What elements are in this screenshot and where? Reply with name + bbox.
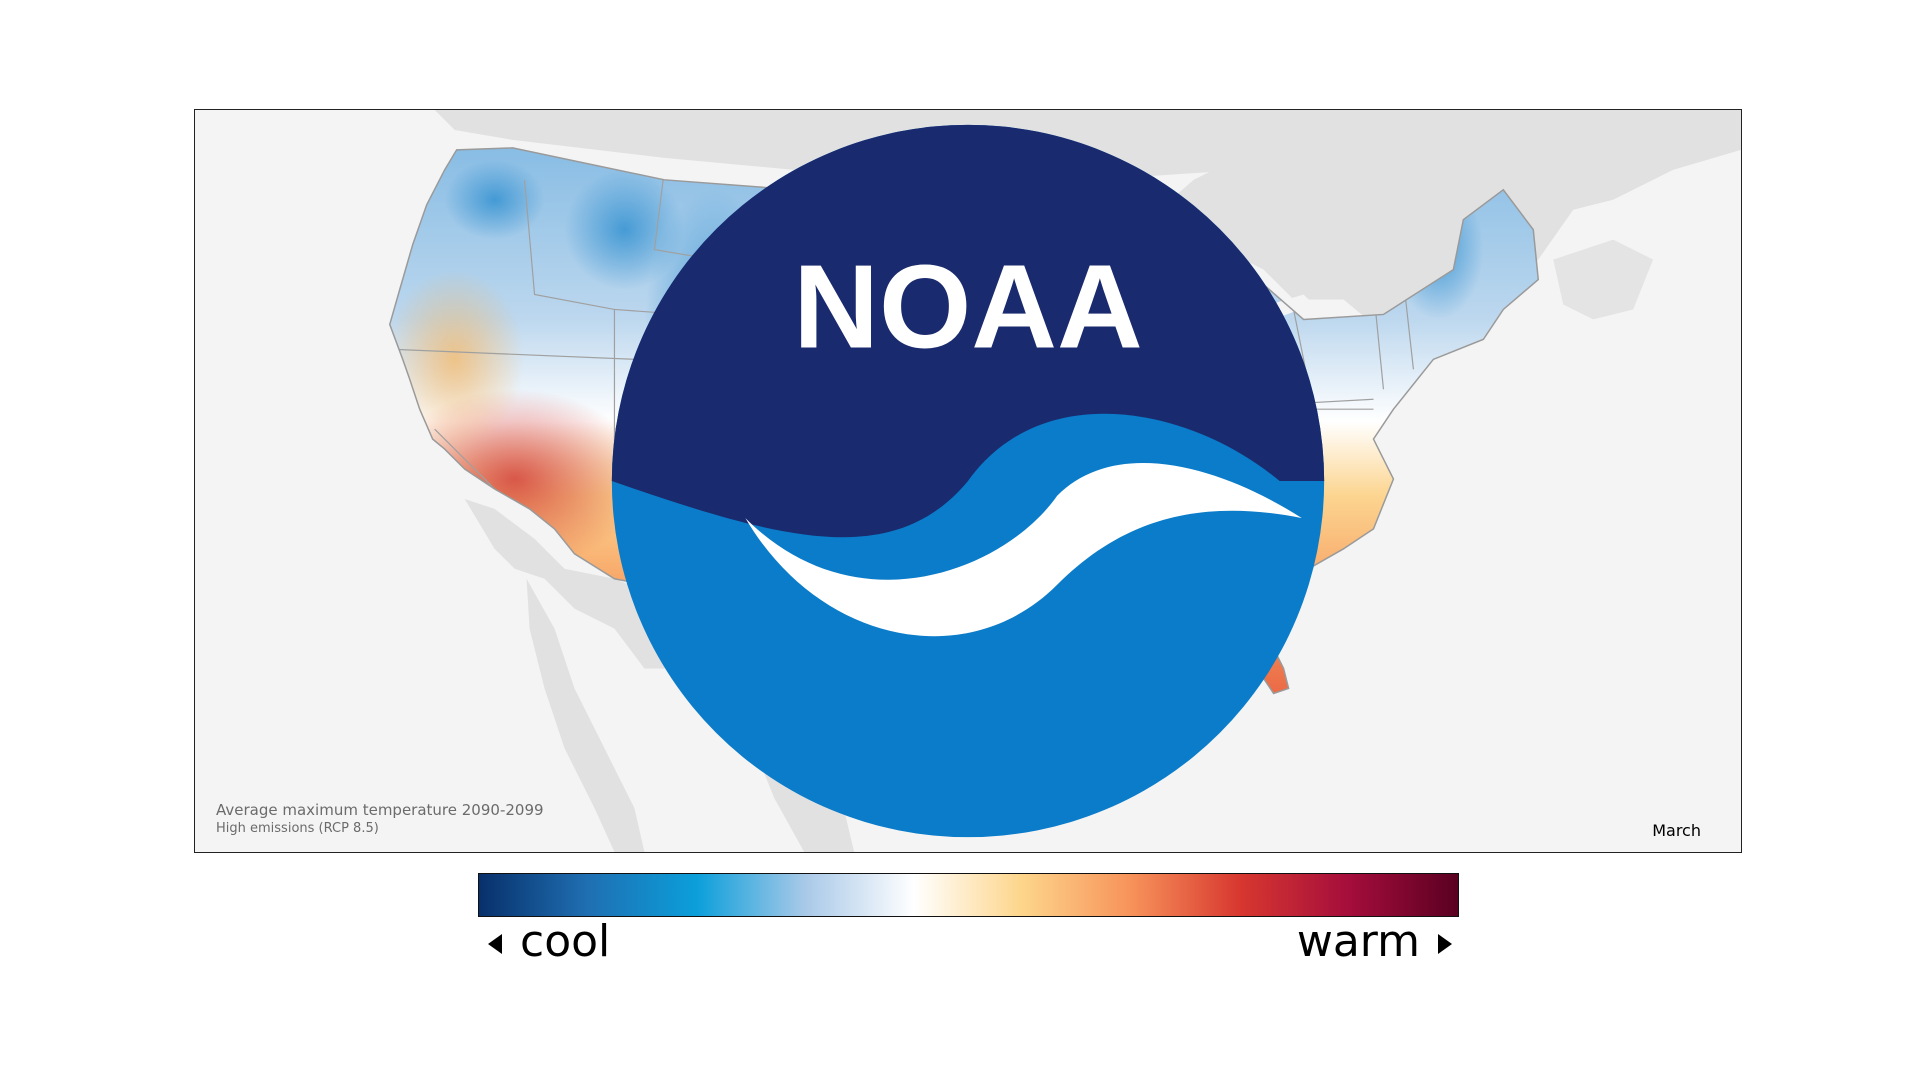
map-caption: Average maximum temperature 2090-2099 Hi… xyxy=(216,801,544,838)
legend-cool: cool xyxy=(488,910,610,974)
arrow-right-icon xyxy=(1438,934,1452,954)
temperature-colorbar xyxy=(478,873,1459,917)
arrow-left-icon xyxy=(488,934,502,954)
caption-title: Average maximum temperature 2090-2099 xyxy=(216,801,544,819)
legend-cool-label: cool xyxy=(520,916,611,967)
noaa-logo-text: NOAA xyxy=(793,241,1143,373)
caption-subtitle: High emissions (RCP 8.5) xyxy=(216,821,379,836)
legend-warm-label: warm xyxy=(1296,916,1420,967)
legend-warm: warm xyxy=(1297,910,1452,974)
temperature-map: Average maximum temperature 2090-2099 Hi… xyxy=(194,109,1742,853)
month-label: March xyxy=(1652,821,1701,840)
noaa-logo: NOAA xyxy=(611,124,1325,838)
